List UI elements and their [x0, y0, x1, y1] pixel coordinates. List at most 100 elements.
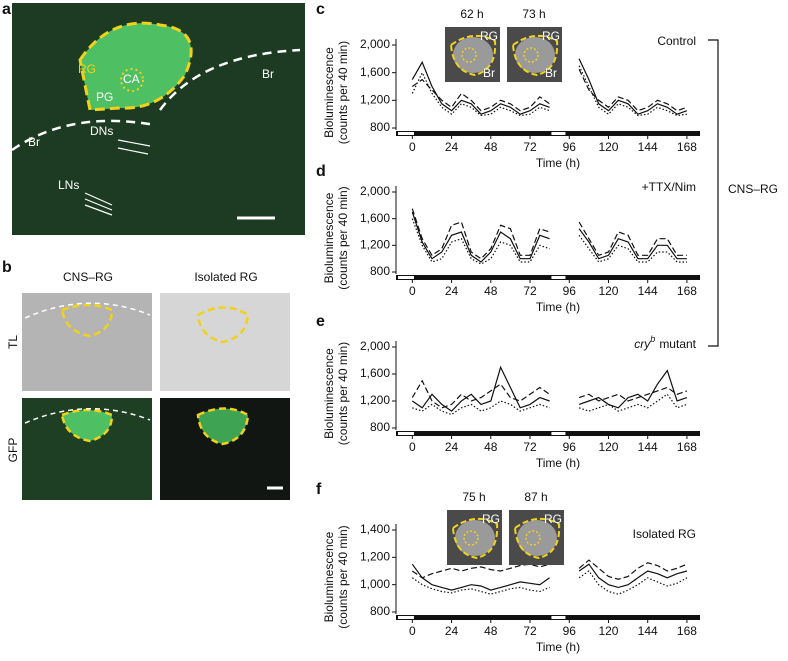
- series-line: [411, 218, 687, 265]
- ca-outline: [525, 530, 541, 546]
- annotation: cryb mutant: [634, 334, 696, 351]
- inset-label: RG: [480, 29, 498, 43]
- x-tick-label: 48: [484, 140, 498, 154]
- lighting-bar: [396, 431, 700, 436]
- y-tick-label: 800: [370, 120, 390, 134]
- annotation: Control: [657, 34, 696, 48]
- inset-glow: [455, 520, 495, 556]
- inset-time: 73 h: [522, 7, 545, 21]
- ca-outline: [463, 530, 479, 546]
- y-tick-label: 800: [370, 604, 390, 618]
- x-tick-label: 144: [638, 624, 658, 638]
- x-tick-label: 168: [677, 440, 697, 454]
- y-tick-label: 1,600: [360, 211, 390, 225]
- ca-outline: [461, 47, 477, 63]
- x-axis-label: Time (h): [536, 156, 580, 170]
- y-tick-label: 2,000: [360, 339, 390, 353]
- x-tick-label: 0: [409, 140, 416, 154]
- y-tick-label: 800: [370, 264, 390, 278]
- x-tick-label: 96: [563, 624, 577, 638]
- inset-time: 62 h: [460, 7, 483, 21]
- series-line: [411, 208, 687, 260]
- x-tick-label: 144: [638, 140, 658, 154]
- series-line: [411, 365, 688, 412]
- y-tick-label: 1,600: [360, 366, 390, 380]
- x-tick-label: 96: [563, 140, 577, 154]
- x-tick-label: 48: [484, 624, 498, 638]
- x-tick-label: 120: [598, 624, 618, 638]
- label-dns: DNs: [90, 124, 113, 138]
- x-tick-label: 120: [598, 284, 618, 298]
- ca-outline: [523, 47, 539, 63]
- panel-letter: f: [316, 481, 322, 498]
- inset-time: 75 h: [462, 490, 485, 504]
- rg-outline: [196, 407, 250, 446]
- y-axis-label: (counts per 40 min): [336, 342, 350, 445]
- series-line: [412, 393, 688, 416]
- x-axis-label: Time (h): [536, 456, 580, 470]
- rg-outline: [449, 34, 497, 77]
- inset-label: RG: [482, 512, 500, 526]
- y-axis-label: Bioluminescence: [322, 531, 336, 622]
- lighting-bar-gap: [398, 276, 414, 279]
- panel-letter: b: [2, 259, 12, 276]
- column-header: CNS–RG: [63, 270, 113, 284]
- rg-outline: [511, 34, 559, 77]
- lighting-bar-gap: [398, 132, 414, 135]
- series-line: [411, 58, 688, 115]
- x-tick-label: 0: [409, 440, 416, 454]
- rg-outline: [60, 303, 114, 338]
- label-lns: LNs: [58, 178, 79, 192]
- annotation-part: mutant: [659, 337, 696, 351]
- annotation-part: Isolated RG: [633, 527, 696, 541]
- series-line: [411, 211, 687, 263]
- panel-letter: c: [316, 1, 325, 18]
- x-tick-label: 0: [409, 624, 416, 638]
- x-axis-label: Time (h): [536, 300, 580, 314]
- x-axis-label: Time (h): [536, 640, 580, 654]
- rg-outline: [78, 21, 193, 112]
- y-tick-label: 1,600: [360, 65, 390, 79]
- brain-outline: [24, 302, 151, 424]
- inset-glow: [453, 37, 493, 73]
- label-rg: RG: [78, 62, 96, 76]
- y-tick-label: 1,200: [360, 238, 390, 252]
- bracket: [708, 39, 719, 347]
- x-tick-label: 144: [638, 440, 658, 454]
- y-tick-label: 800: [370, 420, 390, 434]
- label-ca: CA: [123, 72, 140, 86]
- x-tick-label: 0: [409, 284, 416, 298]
- row-header: GFP: [6, 438, 20, 463]
- x-tick-label: 24: [445, 624, 459, 638]
- x-tick-label: 72: [523, 284, 537, 298]
- annotation-part: Control: [657, 34, 696, 48]
- inset-label: Br: [483, 66, 495, 80]
- lighting-bar: [396, 131, 700, 136]
- y-axis-label: Bioluminescence: [322, 348, 336, 439]
- lighting-bar-gap: [551, 276, 566, 279]
- row-header: TL: [6, 335, 20, 349]
- lighting-bar-gap: [551, 132, 566, 135]
- annotation-part: b: [650, 334, 655, 344]
- annotation: +TTX/Nim: [642, 180, 696, 194]
- x-tick-label: 24: [445, 284, 459, 298]
- x-tick-label: 48: [484, 284, 498, 298]
- bracket-label: CNS–RG: [728, 182, 778, 196]
- lighting-bar-gap: [551, 616, 566, 619]
- micrograph: [22, 293, 152, 391]
- annotation-part: cry: [634, 337, 651, 351]
- x-tick-label: 96: [563, 440, 577, 454]
- y-axis-label: Bioluminescence: [322, 192, 336, 283]
- rg-outline: [451, 517, 499, 560]
- x-tick-label: 72: [523, 140, 537, 154]
- x-tick-label: 120: [598, 140, 618, 154]
- panel-letter: a: [2, 1, 11, 18]
- annotation: Isolated RG: [633, 527, 696, 541]
- y-tick-label: 1,200: [360, 550, 390, 564]
- arrows: [84, 139, 151, 216]
- label-br: Br: [28, 135, 40, 149]
- label-pg: PG: [96, 90, 113, 104]
- lighting-bar: [396, 615, 700, 620]
- rg-outline: [60, 408, 114, 443]
